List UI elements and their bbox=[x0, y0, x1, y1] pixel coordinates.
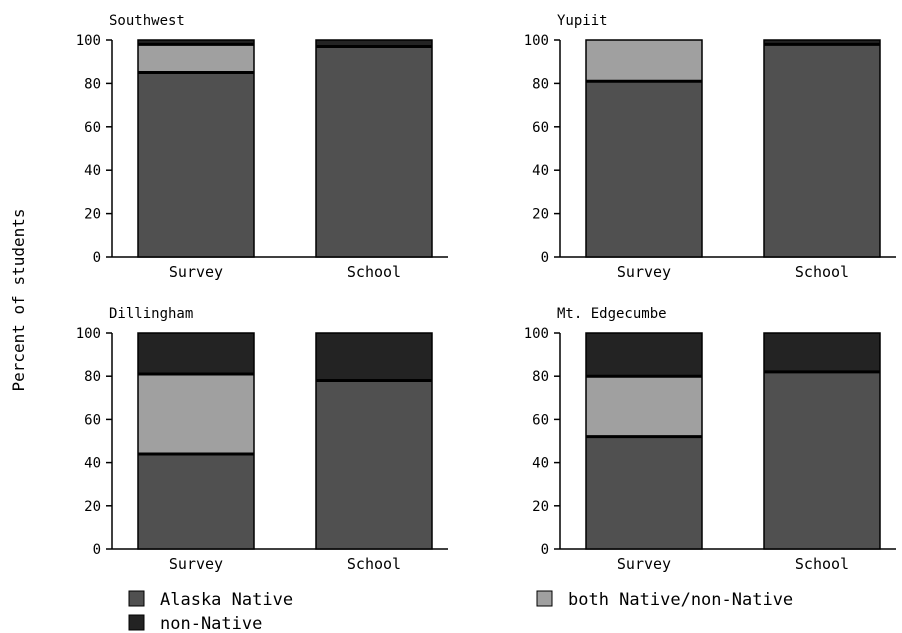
y-tick-label: 20 bbox=[532, 499, 549, 515]
bar-segment-non-native bbox=[138, 40, 254, 45]
bar-segment-alaska-native bbox=[586, 81, 702, 257]
panel-3: Mt. Edgecumbe 0 20 40 60 80 100 Survey School bbox=[524, 306, 896, 573]
y-tick-label: 20 bbox=[532, 207, 549, 223]
legend-label: non-Native bbox=[160, 614, 262, 633]
bar-segment-non-native bbox=[586, 333, 702, 377]
y-tick-label: 60 bbox=[532, 412, 549, 428]
y-tick-label: 80 bbox=[532, 76, 549, 92]
y-tick-label: 60 bbox=[84, 412, 101, 428]
bar-segment-non-native bbox=[138, 333, 254, 375]
legend-swatch bbox=[536, 590, 553, 607]
bar-segment-alaska-native bbox=[586, 436, 702, 549]
y-tick-label: 100 bbox=[524, 326, 549, 342]
y-tick-label: 100 bbox=[76, 326, 101, 342]
panel-title: Southwest bbox=[109, 13, 185, 29]
bar-segment-both-native-non-native bbox=[586, 376, 702, 437]
y-tick-label: 40 bbox=[532, 163, 549, 179]
y-tick-label: 80 bbox=[84, 369, 101, 385]
bar-outline bbox=[315, 39, 433, 258]
legend: Alaska Native both Native/non-Native non-N… bbox=[128, 590, 793, 633]
legend-label: both Native/non-Native bbox=[568, 590, 793, 610]
bar-outline bbox=[585, 39, 703, 258]
bar-segment-both-native-non-native bbox=[586, 40, 702, 82]
y-tick-label: 20 bbox=[84, 499, 101, 515]
y-tick-label: 0 bbox=[93, 542, 101, 558]
bar-segment-alaska-native bbox=[764, 44, 880, 258]
y-tick-label: 80 bbox=[84, 76, 101, 92]
bar-segment-non-native bbox=[764, 333, 880, 372]
bar-outline bbox=[763, 39, 881, 258]
y-tick-label: 40 bbox=[84, 163, 101, 179]
y-tick-label: 60 bbox=[532, 120, 549, 136]
bar-outline bbox=[137, 39, 255, 258]
bar-segment-alaska-native bbox=[138, 453, 254, 549]
y-tick-label: 0 bbox=[541, 542, 549, 558]
bar-outline bbox=[585, 332, 703, 550]
bar-outline bbox=[763, 332, 881, 550]
panel-title: Mt. Edgecumbe bbox=[557, 306, 667, 322]
y-tick-label: 40 bbox=[84, 456, 101, 472]
x-category-label: School bbox=[347, 555, 401, 573]
chart-panels: Southwest 0 20 40 60 80 100 Survey School Yupiit 0… bbox=[76, 13, 896, 573]
legend-item: both Native/non-Native bbox=[536, 590, 793, 610]
legend-label: Alaska Native bbox=[160, 590, 293, 610]
x-category-label: Survey bbox=[617, 555, 671, 573]
legend-swatch bbox=[128, 590, 145, 607]
legend-item: non-Native bbox=[128, 614, 262, 633]
panel-1: Yupiit 0 20 40 60 80 100 Survey School bbox=[524, 13, 896, 281]
y-tick-label: 100 bbox=[76, 33, 101, 49]
x-category-label: School bbox=[347, 263, 401, 281]
bar-segment-alaska-native bbox=[138, 72, 254, 257]
bar-segment-alaska-native bbox=[764, 371, 880, 549]
y-tick-label: 20 bbox=[84, 207, 101, 223]
y-tick-label: 0 bbox=[541, 250, 549, 266]
y-tick-label: 40 bbox=[532, 456, 549, 472]
panel-0: Southwest 0 20 40 60 80 100 Survey School bbox=[76, 13, 448, 281]
legend-item: Alaska Native bbox=[128, 590, 293, 610]
bar-segment-both-native-non-native bbox=[138, 374, 254, 454]
x-category-label: School bbox=[795, 263, 849, 281]
bar-segment-non-native bbox=[316, 40, 432, 47]
panel-2: Dillingham 0 20 40 60 80 100 Survey School bbox=[76, 306, 448, 573]
bar-segment-non-native bbox=[316, 333, 432, 381]
y-tick-label: 80 bbox=[532, 369, 549, 385]
bar-segment-alaska-native bbox=[316, 46, 432, 258]
y-axis-label: Percent of students bbox=[9, 208, 28, 391]
x-category-label: School bbox=[795, 555, 849, 573]
bar-outline bbox=[137, 332, 255, 550]
panel-title: Dillingham bbox=[109, 306, 193, 322]
bar-segment-both-native-non-native bbox=[138, 44, 254, 73]
legend-swatch bbox=[128, 614, 145, 631]
panel-title: Yupiit bbox=[557, 13, 608, 29]
x-category-label: Survey bbox=[617, 263, 671, 281]
bar-segment-non-native bbox=[764, 40, 880, 45]
y-tick-label: 100 bbox=[524, 33, 549, 49]
bar-segment-alaska-native bbox=[316, 380, 432, 549]
bar-outline bbox=[315, 332, 433, 550]
x-category-label: Survey bbox=[169, 263, 223, 281]
x-category-label: Survey bbox=[169, 555, 223, 573]
y-tick-label: 60 bbox=[84, 120, 101, 136]
y-tick-label: 0 bbox=[93, 250, 101, 266]
